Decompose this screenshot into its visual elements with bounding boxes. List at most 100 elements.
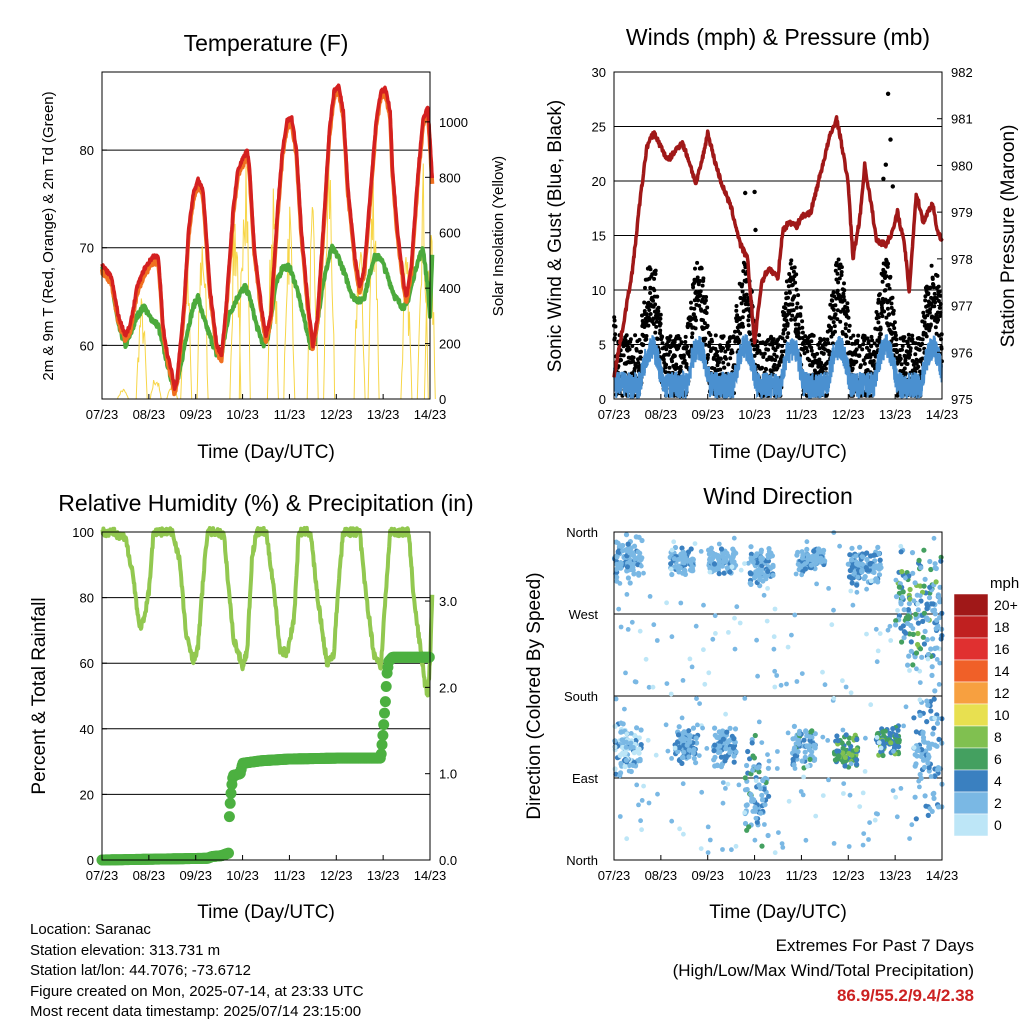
gust-point [761,355,766,359]
direction-point [849,557,855,563]
gust-point [677,343,682,348]
direction-point [826,777,831,783]
colorbar-swatch [953,769,989,793]
winds-xtick-label: 09/23 [691,407,724,422]
direction-point [871,552,878,558]
direction-point [653,752,659,758]
gust-series [612,91,944,398]
gust-point [893,333,898,338]
direction-point [757,785,764,792]
direction-point [812,554,819,560]
gust-point [868,355,873,359]
gust-point [773,358,778,363]
gust-point [913,341,918,346]
direction-point [771,634,777,640]
gust-point [697,303,702,308]
gust-point [718,367,723,372]
gust-point [838,319,843,324]
gust-point [809,345,814,350]
gust-point [651,316,656,321]
gust-point [892,326,897,331]
gust-point [829,325,833,330]
direction-point [814,581,819,587]
direction-point [875,579,881,585]
direction-point [875,544,881,551]
gust-point [886,283,891,287]
direction-point [905,662,911,668]
gust-point [656,305,661,310]
direction-point [813,813,819,819]
direction-point [746,560,751,566]
direction-point [698,846,704,851]
winds-xtick-label: 11/23 [786,407,818,422]
direction-point [822,682,828,688]
direction-point [723,755,729,761]
winds-ytick-label: 15 [592,229,606,244]
direction-point [721,559,727,565]
temperature-frame [101,71,431,400]
gust-point [641,342,646,347]
gust-point [648,291,653,295]
direction-point [691,755,697,762]
winds-y2tick-label: 980 [951,158,973,173]
temperature-ylabel: 2m & 9m T (Red, Orange) & 2m Td (Green) [40,91,57,380]
gust-point [721,346,725,351]
direction-point [854,582,860,588]
gust-point [733,339,738,344]
direction-axes: 07/23 08/23 09/23 10/23 11/23 12/23 13/23 14/23… [564,525,958,883]
direction-point [826,586,831,591]
gust-point [791,277,796,282]
direction-point [634,782,640,788]
gust-point [660,341,665,346]
direction-point [775,749,780,754]
gust-point [810,363,815,368]
temperature-title: Temperature (F) [184,30,349,56]
direction-point [676,556,682,562]
direction-point [614,574,620,580]
direction-point [691,747,697,753]
rh-ytick-label: 100 [72,525,94,540]
direction-point [903,575,908,581]
gust-point [741,269,746,274]
gust-point [822,337,827,342]
direction-point [911,745,917,750]
gust-point [813,370,818,375]
gust-point [932,304,937,309]
extremes-title: Extremes For Past 7 Days [775,936,974,955]
direction-point [898,599,904,606]
gust-point [693,326,698,331]
gust-point [658,312,663,317]
direction-point [731,558,736,564]
direction-point [924,719,930,725]
direction-point [686,747,692,753]
direction-point [849,580,855,586]
direction-point [723,550,729,556]
gust-point [630,344,635,348]
gust-point [800,319,805,324]
direction-point [749,740,755,746]
gust-point [894,337,899,342]
gust-point [833,303,838,308]
direction-point [834,733,840,739]
direction-point [916,778,922,784]
gust-point [704,311,709,315]
gust-point [886,261,891,266]
insolation-line [400,257,413,400]
gust-point [694,318,698,323]
direction-point [672,745,678,751]
colorbar-swatch [953,659,989,683]
gust-point [885,91,891,97]
gust-point [845,301,850,306]
direction-point [843,732,849,738]
direction-point [620,548,626,554]
direction-point [792,753,798,759]
direction-point [803,837,809,843]
gust-point [857,344,862,348]
direction-point [831,841,837,846]
direction-point [923,803,929,809]
gust-point [738,296,743,300]
gust-point [648,312,653,316]
direction-point [750,753,756,759]
direction-point [669,756,674,761]
winds-y2tick-label: 975 [951,392,973,407]
